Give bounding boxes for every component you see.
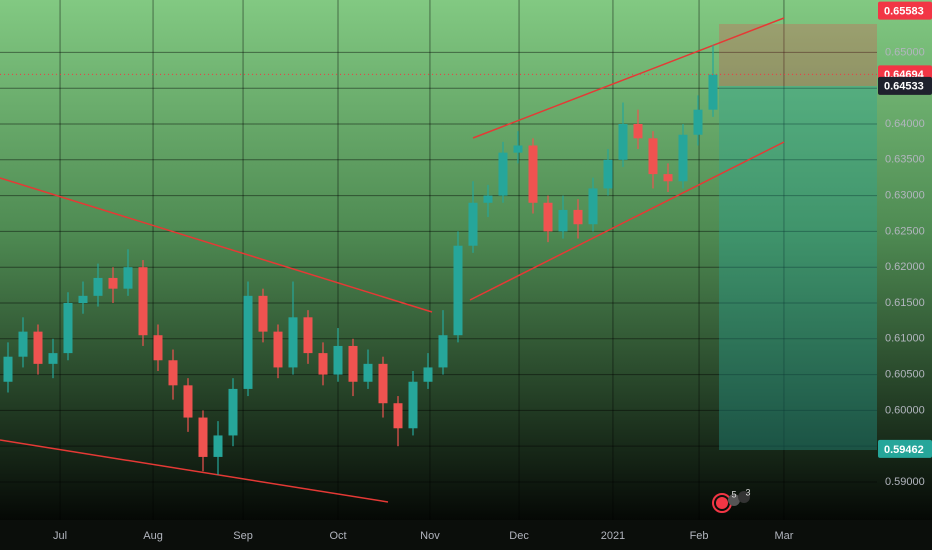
- candle-body: [18, 331, 28, 357]
- x-tick-label: Oct: [329, 530, 346, 542]
- candle-body: [558, 209, 568, 232]
- time-axis-bg: [0, 520, 932, 550]
- y-tick-label: 0.64000: [885, 118, 925, 130]
- trendline[interactable]: [0, 439, 389, 503]
- x-tick-label: Nov: [420, 530, 440, 542]
- y-tick-label: 0.59000: [885, 476, 925, 488]
- price-label-bg: [878, 76, 932, 95]
- x-tick-label: Aug: [143, 530, 163, 542]
- candle-body: [573, 209, 583, 225]
- event-count: 3: [745, 487, 750, 497]
- candle-body: [213, 435, 223, 457]
- y-tick-label: 0.63000: [885, 190, 925, 202]
- candle-body: [348, 345, 358, 382]
- candle-body: [378, 363, 388, 404]
- trendline[interactable]: [469, 141, 785, 301]
- price-label: 0.59462: [884, 444, 924, 456]
- candle-body: [288, 317, 298, 368]
- price-label-bg: [878, 439, 932, 458]
- candle-body: [528, 145, 538, 203]
- candle-body: [168, 360, 178, 386]
- price-label: 0.65583: [884, 6, 924, 18]
- candle-body: [93, 277, 103, 296]
- candle-body: [78, 295, 88, 303]
- candle-body: [198, 417, 208, 457]
- candle-body: [678, 134, 688, 182]
- x-tick-label: Feb: [690, 530, 709, 542]
- candle-body: [108, 277, 118, 289]
- candle-body: [228, 388, 238, 436]
- candle-body: [3, 356, 13, 382]
- event-icon[interactable]: [728, 494, 740, 506]
- y-tick-label: 0.60000: [885, 404, 925, 416]
- candle-body: [408, 381, 418, 429]
- candle-body: [273, 331, 283, 368]
- candle-body: [393, 403, 403, 429]
- candle-body: [438, 335, 448, 368]
- candle-body: [123, 267, 133, 289]
- price-label-bg: [878, 1, 932, 20]
- x-tick-label: Jul: [53, 530, 67, 542]
- x-tick-label: Dec: [509, 530, 529, 542]
- y-tick-label: 0.62000: [885, 261, 925, 273]
- y-tick-label: 0.61500: [885, 297, 925, 309]
- candle-body: [483, 195, 493, 203]
- candle-body: [333, 345, 343, 375]
- candle-body: [363, 363, 373, 382]
- candle-body: [648, 138, 658, 175]
- reward-zone[interactable]: [719, 86, 877, 450]
- trendline[interactable]: [0, 177, 433, 313]
- candle-body: [513, 145, 523, 153]
- x-tick-label: 2021: [601, 530, 625, 542]
- candle-body: [603, 159, 613, 189]
- candle-body: [303, 317, 313, 354]
- y-tick-label: 0.62500: [885, 225, 925, 237]
- event-count: 5: [731, 489, 736, 499]
- candle-body: [423, 367, 433, 382]
- event-icon[interactable]: [738, 491, 750, 503]
- candle-body: [543, 202, 553, 232]
- x-tick-label: Sep: [233, 530, 253, 542]
- trendline[interactable]: [472, 17, 785, 139]
- event-icon[interactable]: [716, 497, 728, 509]
- y-tick-label: 0.65000: [885, 46, 925, 58]
- risk-zone[interactable]: [719, 24, 877, 86]
- candle-body: [48, 353, 58, 364]
- candle-body: [318, 353, 328, 375]
- candle-body: [63, 302, 73, 354]
- candle-body: [498, 152, 508, 196]
- candle-body: [663, 174, 673, 182]
- y-tick-label: 0.61000: [885, 333, 925, 345]
- candle-body: [453, 245, 463, 336]
- candle-body: [468, 202, 478, 246]
- candle-body: [588, 188, 598, 225]
- candle-body: [708, 74, 718, 110]
- y-tick-label: 0.60500: [885, 368, 925, 380]
- y-tick-label: 0.63500: [885, 154, 925, 166]
- candle-body: [153, 335, 163, 361]
- candle-body: [183, 385, 193, 418]
- candle-body: [633, 124, 643, 139]
- candle-body: [138, 267, 148, 336]
- x-tick-label: Mar: [774, 530, 793, 542]
- candle-body: [258, 295, 268, 332]
- price-label: 0.64533: [884, 81, 924, 93]
- candle-body: [618, 124, 628, 160]
- candle-body: [243, 295, 253, 389]
- candle-body: [693, 109, 703, 135]
- candle-body: [33, 331, 43, 364]
- background: [0, 0, 932, 520]
